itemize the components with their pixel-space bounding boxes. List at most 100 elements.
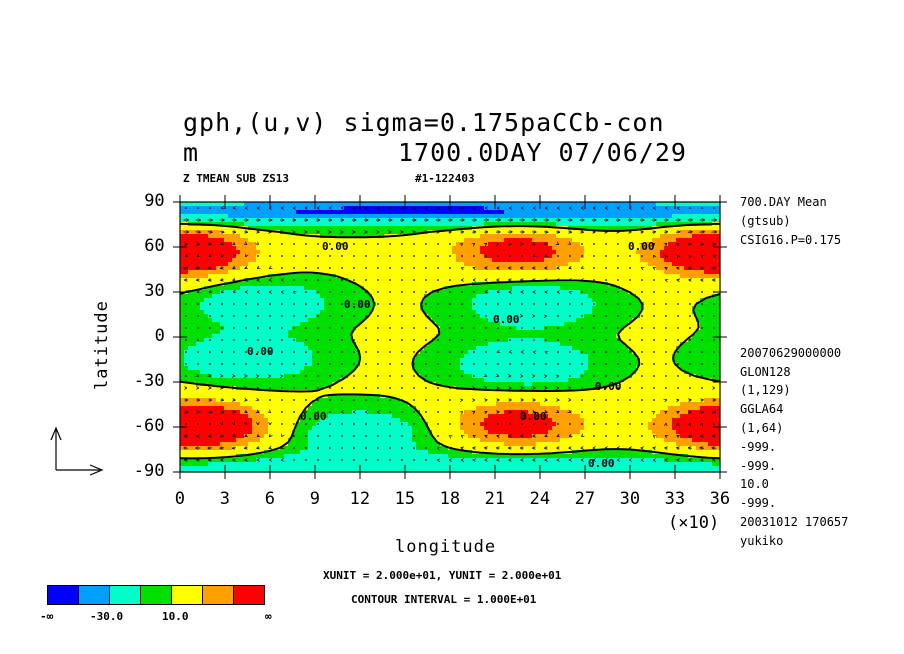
field-cell — [572, 206, 577, 211]
field-cell — [284, 294, 289, 299]
field-cell — [244, 234, 249, 239]
field-cell — [280, 322, 285, 327]
field-cell — [696, 254, 701, 259]
field-cell — [432, 298, 437, 303]
field-cell — [192, 218, 197, 223]
field-cell — [280, 282, 285, 287]
field-cell — [372, 298, 377, 303]
field-cell — [632, 258, 637, 263]
field-cell — [360, 282, 365, 287]
field-cell — [512, 302, 517, 307]
field-cell — [596, 270, 601, 275]
field-cell — [676, 234, 681, 239]
field-cell — [184, 214, 189, 219]
field-cell — [312, 238, 317, 243]
field-cell — [716, 238, 720, 243]
field-cell — [432, 330, 437, 335]
field-cell — [188, 322, 193, 327]
field-cell — [336, 226, 341, 231]
field-cell — [636, 342, 641, 347]
field-cell — [484, 210, 489, 215]
field-cell — [496, 222, 501, 227]
field-cell — [632, 254, 637, 259]
field-cell — [276, 298, 281, 303]
field-cell — [228, 206, 233, 211]
field-cell — [684, 278, 689, 283]
field-cell — [548, 298, 553, 303]
field-cell — [540, 206, 545, 211]
field-cell — [552, 254, 557, 259]
field-cell — [656, 306, 661, 311]
field-cell — [180, 330, 185, 335]
field-cell — [272, 270, 277, 275]
field-cell — [672, 298, 677, 303]
field-cell — [524, 278, 529, 283]
field-cell — [428, 298, 433, 303]
field-cell — [452, 326, 457, 331]
field-cell — [328, 322, 333, 327]
field-cell — [412, 246, 417, 251]
field-cell — [372, 238, 377, 243]
field-cell — [612, 342, 617, 347]
field-cell — [628, 246, 633, 251]
field-cell — [416, 254, 421, 259]
field-cell — [512, 346, 517, 351]
field-cell — [524, 310, 529, 315]
field-cell — [540, 286, 545, 291]
field-cell — [624, 250, 629, 255]
field-cell — [380, 222, 385, 227]
field-cell — [540, 330, 545, 335]
field-cell — [324, 334, 329, 339]
field-cell — [496, 294, 501, 299]
field-cell — [660, 206, 665, 211]
field-cell — [712, 330, 717, 335]
field-cell — [324, 218, 329, 223]
field-cell — [404, 246, 409, 251]
field-cell — [684, 330, 689, 335]
field-cell — [632, 246, 637, 251]
field-cell — [612, 346, 617, 351]
field-cell — [240, 230, 245, 235]
field-cell — [684, 298, 689, 303]
field-cell — [328, 210, 333, 215]
field-cell — [200, 230, 205, 235]
field-cell — [464, 290, 469, 295]
field-cell — [392, 274, 397, 279]
field-cell — [504, 286, 509, 291]
field-cell — [428, 266, 433, 271]
field-cell — [564, 246, 569, 251]
field-cell — [296, 250, 301, 255]
field-cell — [296, 322, 301, 327]
field-cell — [360, 254, 365, 259]
field-cell — [444, 246, 449, 251]
field-cell — [660, 258, 665, 263]
field-cell — [464, 202, 469, 207]
field-cell — [692, 254, 697, 259]
field-cell — [544, 322, 549, 327]
field-cell — [220, 250, 225, 255]
chart-title-line1: gph,(u,v) sigma=0.175paCCb-con — [183, 108, 665, 137]
field-cell — [644, 230, 649, 235]
field-cell — [220, 238, 225, 243]
field-cell — [476, 238, 481, 243]
field-cell — [640, 330, 645, 335]
field-cell — [696, 346, 701, 351]
field-cell — [624, 270, 629, 275]
field-cell — [240, 302, 245, 307]
field-cell — [716, 310, 720, 315]
field-cell — [312, 222, 317, 227]
field-cell — [664, 258, 669, 263]
field-cell — [680, 230, 685, 235]
field-cell — [424, 282, 429, 287]
field-cell — [708, 338, 713, 343]
field-cell — [452, 334, 457, 339]
field-cell — [612, 258, 617, 263]
field-cell — [676, 298, 681, 303]
field-cell — [468, 310, 473, 315]
field-cell — [240, 318, 245, 323]
field-cell — [200, 238, 205, 243]
field-cell — [704, 274, 709, 279]
field-cell — [348, 238, 353, 243]
field-cell — [716, 226, 720, 231]
field-cell — [212, 330, 217, 335]
